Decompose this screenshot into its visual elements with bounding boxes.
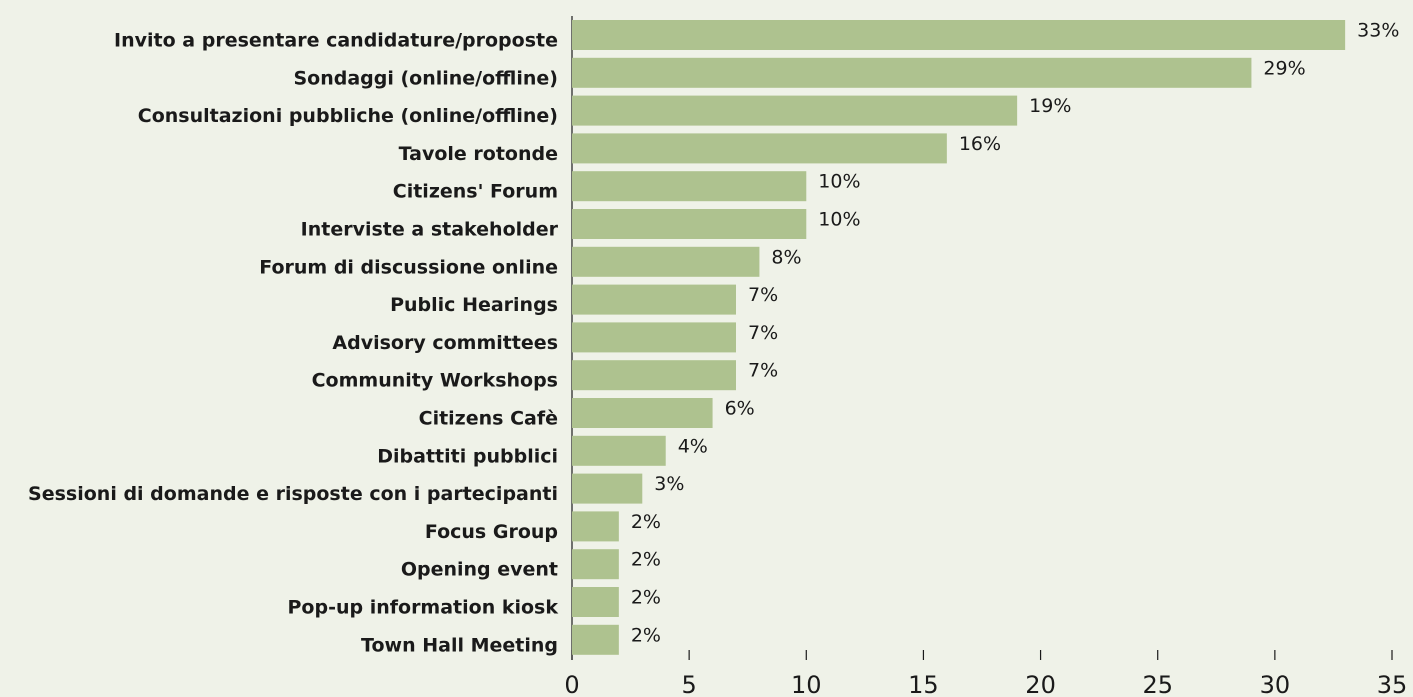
value-label: 2% <box>631 624 661 646</box>
value-label: 33% <box>1357 20 1399 42</box>
value-label: 16% <box>959 133 1001 155</box>
bar <box>572 360 736 391</box>
value-label: 2% <box>631 587 661 609</box>
category-label: Pop-up information kiosk <box>288 597 559 619</box>
value-label: 3% <box>654 473 684 495</box>
bar <box>572 322 736 353</box>
x-tick-label: 10 <box>791 671 822 697</box>
value-label: 7% <box>748 360 778 382</box>
bar <box>572 398 713 428</box>
category-label: Interviste a stakeholder <box>301 219 559 241</box>
category-label: Public Hearings <box>390 294 558 316</box>
bar <box>572 171 807 202</box>
value-label: 2% <box>631 549 661 571</box>
value-label: 8% <box>771 246 801 268</box>
category-label: Tavole rotonde <box>399 143 558 165</box>
bar <box>572 209 807 239</box>
bar <box>572 284 736 315</box>
bar <box>572 473 643 504</box>
bar <box>572 57 1252 88</box>
category-label: Sessioni di domande e risposte con i par… <box>28 483 558 505</box>
category-label: Citizens' Forum <box>393 181 558 203</box>
x-tick-label: 0 <box>564 671 579 697</box>
value-label: 10% <box>818 171 860 193</box>
x-tick-label: 20 <box>1025 671 1056 697</box>
bar <box>572 435 666 466</box>
bar <box>572 20 1346 50</box>
bar <box>572 133 947 164</box>
bar <box>572 511 619 542</box>
value-label: 4% <box>678 435 708 457</box>
x-tick-label: 25 <box>1142 671 1173 697</box>
category-label: Dibattiti pubblici <box>377 445 558 467</box>
bar <box>572 549 619 580</box>
category-label: Advisory committees <box>332 332 558 354</box>
value-label: 7% <box>748 322 778 344</box>
value-label: 19% <box>1029 95 1071 117</box>
category-label: Forum di discussione online <box>259 256 558 278</box>
bar <box>572 95 1018 126</box>
category-label: Focus Group <box>425 521 558 543</box>
bar <box>572 246 760 277</box>
category-label: Consultazioni pubbliche (online/offline) <box>138 105 558 127</box>
category-label: Community Workshops <box>312 370 558 392</box>
value-label: 6% <box>725 398 755 420</box>
x-tick-label: 15 <box>908 671 939 697</box>
category-label: Sondaggi (online/offline) <box>293 67 558 89</box>
x-tick-label: 35 <box>1377 671 1408 697</box>
category-label: Invito a presentare candidature/proposte <box>114 30 558 52</box>
x-tick-label: 5 <box>682 671 697 697</box>
category-label: Opening event <box>401 559 558 581</box>
value-label: 2% <box>631 511 661 533</box>
x-tick-label: 30 <box>1260 671 1291 697</box>
bar <box>572 587 619 617</box>
bar <box>572 624 619 655</box>
value-label: 7% <box>748 284 778 306</box>
category-label: Town Hall Meeting <box>361 634 558 656</box>
value-label: 29% <box>1263 57 1305 79</box>
value-label: 10% <box>818 209 860 231</box>
category-label: Citizens Cafè <box>419 408 558 430</box>
